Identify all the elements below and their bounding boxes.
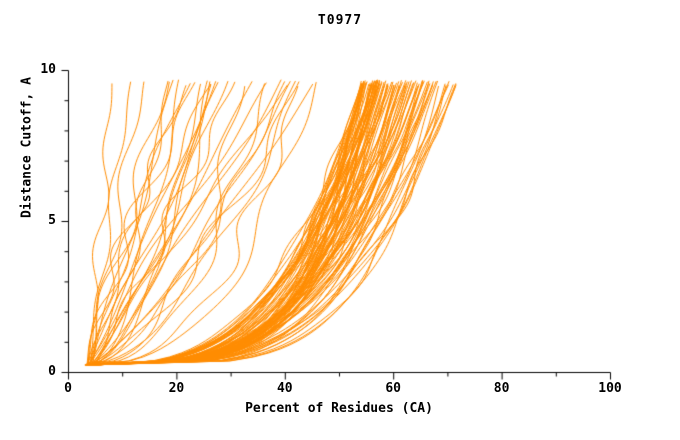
x-tick-label: 0 xyxy=(64,381,72,396)
x-tick-label: 60 xyxy=(385,381,402,396)
x-tick-label: 20 xyxy=(168,381,185,396)
x-tick-label: 40 xyxy=(276,381,293,396)
y-tick-label: 5 xyxy=(48,213,56,228)
y-tick-label: 10 xyxy=(40,62,56,77)
x-tick-label: 80 xyxy=(493,381,510,396)
x-tick-label: 100 xyxy=(598,381,622,396)
y-tick-label: 0 xyxy=(48,364,56,379)
